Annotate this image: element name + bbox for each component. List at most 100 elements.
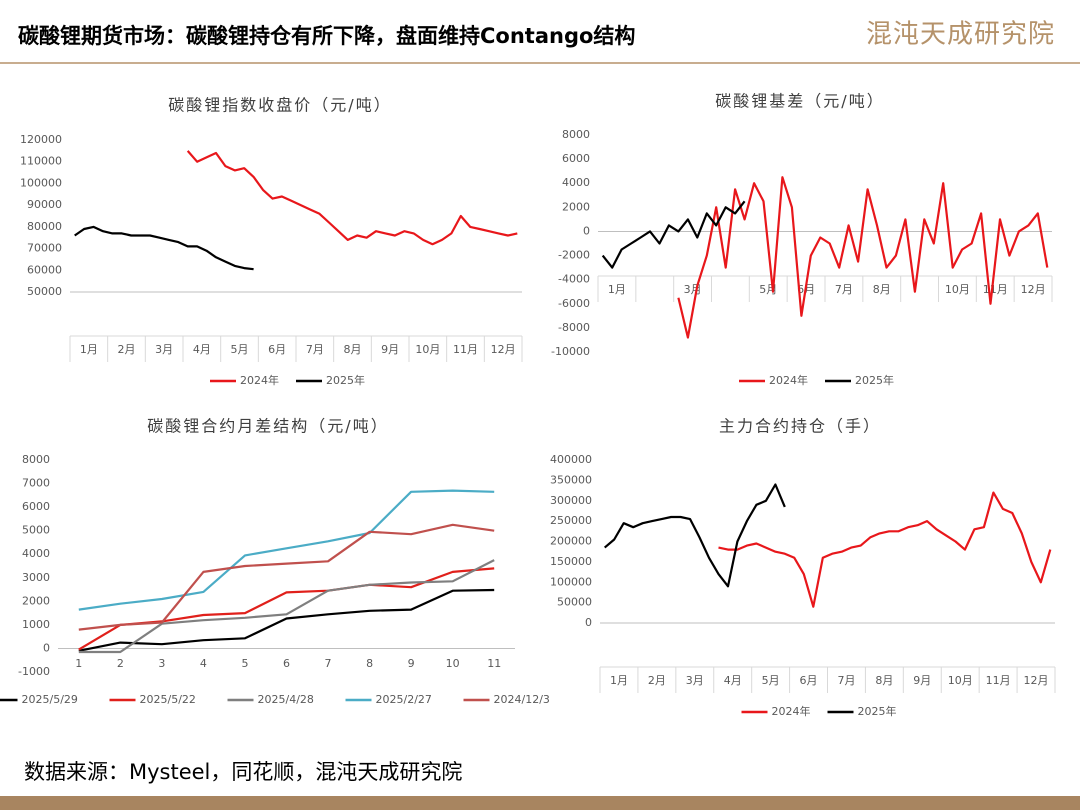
y-tick-label: 200000 <box>550 535 592 548</box>
legend-label: 2024年 <box>772 704 811 718</box>
y-tick-label: -10000 <box>551 345 590 358</box>
y-tick-label: 70000 <box>27 242 62 255</box>
series-line <box>78 523 495 631</box>
y-tick-label: 7000 <box>22 477 50 490</box>
x-tick-label: 4月 <box>724 674 742 687</box>
x-tick-label: 5月 <box>762 674 780 687</box>
x-tick-label: 11月 <box>983 283 1008 296</box>
y-tick-label: -4000 <box>558 273 590 286</box>
series-line <box>186 150 518 246</box>
x-tick-label: 3月 <box>684 283 702 296</box>
x-tick-label: 3 <box>158 657 165 670</box>
y-tick-label: -6000 <box>558 297 590 310</box>
x-tick-label: 6月 <box>800 674 818 687</box>
x-tick-label: 11月 <box>453 343 478 356</box>
y-tick-label: 300000 <box>550 494 592 507</box>
x-tick-label: 7月 <box>835 283 853 296</box>
y-tick-label: 60000 <box>27 263 62 276</box>
legend-label: 2024年 <box>240 373 279 387</box>
legend-label: 2024/12/3 <box>494 693 550 706</box>
x-tick-label: 10月 <box>948 674 973 687</box>
x-tick-label: 3月 <box>686 674 704 687</box>
x-tick-label: 6月 <box>268 343 286 356</box>
y-tick-label: 1000 <box>22 618 50 631</box>
x-tick-label: 1月 <box>608 283 626 296</box>
y-tick-label: 5000 <box>22 524 50 537</box>
x-tick-label: 6 <box>283 657 290 670</box>
x-tick-label: 12月 <box>491 343 516 356</box>
x-tick-label: 1 <box>75 657 82 670</box>
x-tick-label: 8月 <box>344 343 362 356</box>
y-tick-label: 6000 <box>22 500 50 513</box>
x-tick-label: 5 <box>241 657 248 670</box>
x-tick-label: 11 <box>487 657 501 670</box>
x-tick-label: 8月 <box>875 674 893 687</box>
x-tick-label: 2月 <box>118 343 136 356</box>
series-line <box>603 483 786 588</box>
chart-title: 碳酸锂基差（元/吨） <box>715 92 884 111</box>
y-tick-label: -8000 <box>558 321 590 334</box>
y-tick-label: 250000 <box>550 514 592 527</box>
y-tick-label: -2000 <box>558 249 590 262</box>
y-tick-label: 100000 <box>20 176 62 189</box>
x-tick-label: 1月 <box>80 343 98 356</box>
y-tick-label: 150000 <box>550 555 592 568</box>
y-tick-label: 8000 <box>562 128 590 141</box>
x-tick-label: 12月 <box>1021 283 1046 296</box>
chart-title: 碳酸锂合约月差结构（元/吨） <box>147 417 388 436</box>
y-tick-label: -1000 <box>18 665 50 678</box>
x-tick-label: 8月 <box>873 283 891 296</box>
series-line <box>718 491 1052 608</box>
logo: 混沌天成研究院 <box>866 20 1055 50</box>
x-tick-label: 9月 <box>381 343 399 356</box>
series-line <box>78 489 495 611</box>
x-tick-label: 4 <box>200 657 207 670</box>
series-line <box>74 225 254 271</box>
y-tick-label: 2000 <box>22 594 50 607</box>
legend-label: 2025年 <box>858 704 897 718</box>
series-line <box>78 588 495 652</box>
x-tick-label: 9 <box>408 657 415 670</box>
legend-label: 2025/4/28 <box>258 693 314 706</box>
y-tick-label: 50000 <box>27 285 62 298</box>
y-tick-label: 3000 <box>22 571 50 584</box>
y-tick-label: 400000 <box>550 453 592 466</box>
chart-title: 主力合约持仓（手） <box>719 417 881 436</box>
y-tick-label: 110000 <box>20 155 62 168</box>
x-tick-label: 12月 <box>1024 674 1049 687</box>
y-tick-label: 0 <box>585 616 592 629</box>
legend-label: 2024年 <box>769 373 808 387</box>
y-tick-label: 8000 <box>22 453 50 466</box>
x-tick-label: 7月 <box>306 343 324 356</box>
x-tick-label: 4月 <box>193 343 211 356</box>
legend-label: 2025年 <box>326 373 365 387</box>
legend-label: 2025年 <box>855 373 894 387</box>
x-tick-label: 8 <box>366 657 373 670</box>
x-tick-label: 2 <box>117 657 124 670</box>
x-tick-label: 7月 <box>837 674 855 687</box>
y-tick-label: 4000 <box>22 547 50 560</box>
y-tick-label: 0 <box>583 224 590 237</box>
y-tick-label: 90000 <box>27 198 62 211</box>
y-tick-label: 4000 <box>562 176 590 189</box>
legend-label: 2025/2/27 <box>376 693 432 706</box>
x-tick-label: 10 <box>446 657 460 670</box>
y-tick-label: 50000 <box>557 596 592 609</box>
series-line <box>601 200 746 269</box>
y-tick-label: 120000 <box>20 133 62 146</box>
series-line <box>677 176 1049 339</box>
x-tick-label: 11月 <box>986 674 1011 687</box>
y-tick-label: 6000 <box>562 152 590 165</box>
x-tick-label: 1月 <box>610 674 628 687</box>
y-tick-label: 80000 <box>27 220 62 233</box>
x-tick-label: 3月 <box>155 343 173 356</box>
x-tick-label: 5月 <box>231 343 249 356</box>
y-tick-label: 100000 <box>550 575 592 588</box>
y-tick-label: 0 <box>43 641 50 654</box>
page-title: 碳酸锂期货市场：碳酸锂持仓有所下降，盘面维持Contango结构 <box>18 24 635 48</box>
x-tick-label: 2月 <box>648 674 666 687</box>
footer-bar <box>0 796 1080 810</box>
x-tick-label: 10月 <box>415 343 440 356</box>
x-tick-label: 9月 <box>913 674 931 687</box>
